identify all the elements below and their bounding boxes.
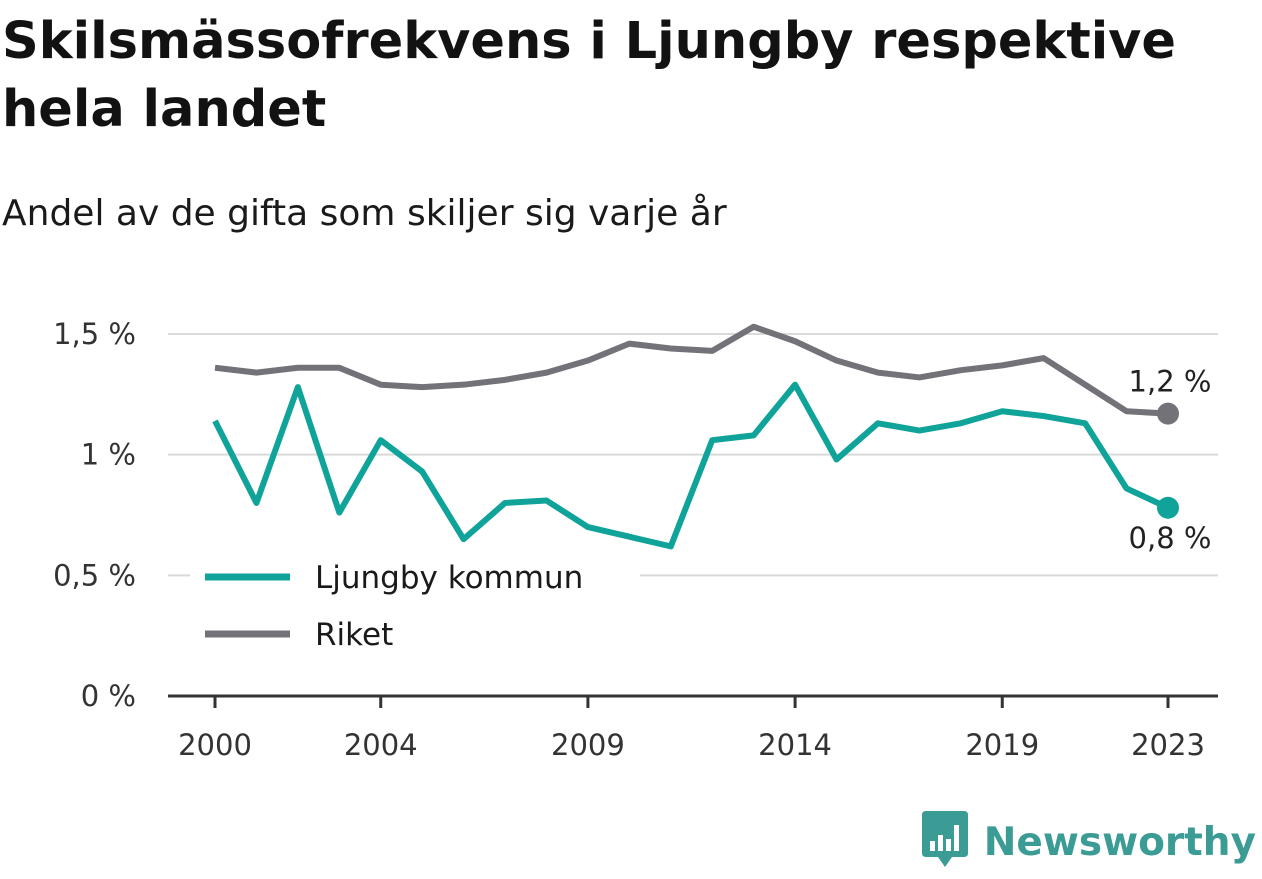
x-tick-label: 2019 xyxy=(965,728,1039,762)
end-point-ljungby xyxy=(1157,496,1179,519)
x-tick-label: 2014 xyxy=(758,728,832,762)
series-lines xyxy=(212,323,1179,550)
legend-label-ljungby: Ljungby kommun xyxy=(315,560,583,596)
y-tick-label: 1,5 % xyxy=(53,317,136,351)
brand-name: Newsworthy xyxy=(983,819,1256,865)
brand: Newsworthy xyxy=(920,811,1256,873)
legend-background xyxy=(190,545,640,665)
series-line-riket xyxy=(214,323,1169,417)
x-tick-label: 2023 xyxy=(1131,728,1205,762)
legend-label-riket: Riket xyxy=(315,617,393,653)
series-line-ljungby xyxy=(212,381,1170,550)
x-tick-label: 2009 xyxy=(551,728,625,762)
y-tick-label: 0,5 % xyxy=(53,558,136,592)
end-label-riket: 1,2 % xyxy=(1129,365,1212,399)
y-tick-label: 0 % xyxy=(81,679,136,713)
end-label-ljungby: 0,8 % xyxy=(1129,521,1212,555)
end-labels: 1,2 % 0,8 % xyxy=(1129,365,1212,555)
chart-title: Skilsmässofrekvens i Ljungby respektive … xyxy=(2,12,1177,139)
x-axis: 2000 2004 2009 2014 2019 2023 xyxy=(168,694,1218,762)
x-tick-label: 2000 xyxy=(178,728,252,762)
end-point-riket xyxy=(1157,402,1179,425)
x-tick-label: 2004 xyxy=(344,728,418,762)
newsworthy-logo-icon xyxy=(921,811,968,867)
chart-subtitle: Andel av de gifta som skiljer sig varje … xyxy=(2,193,727,234)
y-axis-ticks: 0 % 0,5 % 1 % 1,5 % xyxy=(53,317,136,713)
y-tick-label: 1 % xyxy=(81,438,136,472)
legend: Ljungby kommun Riket xyxy=(190,545,640,665)
